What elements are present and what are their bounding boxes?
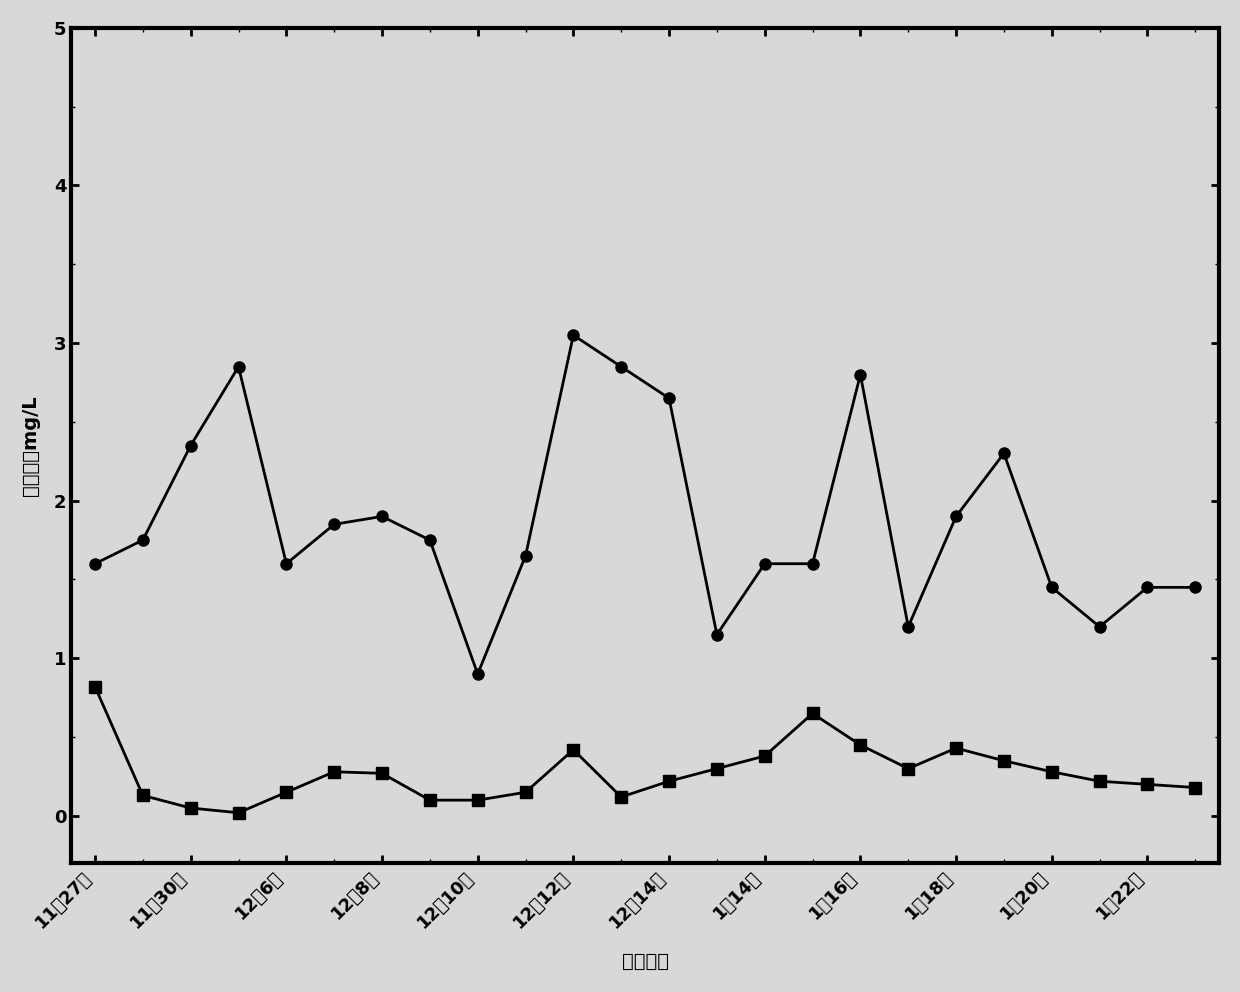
X-axis label: 实验日期: 实验日期 — [621, 952, 668, 971]
Y-axis label: 氨氮浓度mg/L: 氨氮浓度mg/L — [21, 395, 40, 496]
